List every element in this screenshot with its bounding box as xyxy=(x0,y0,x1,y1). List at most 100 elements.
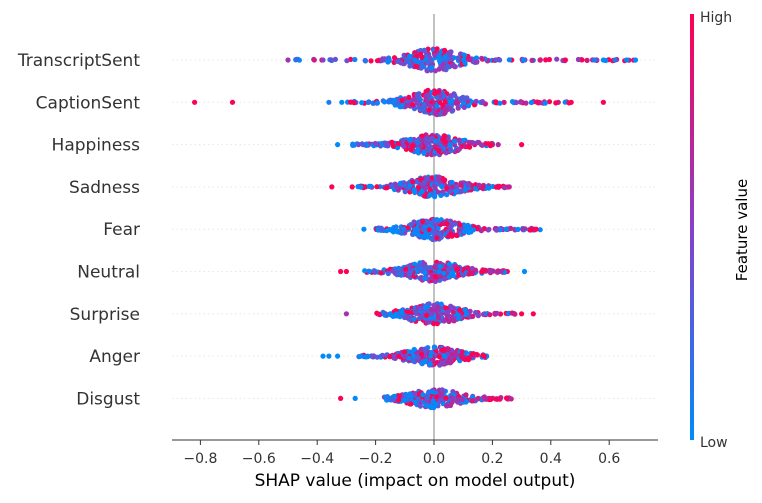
outlier-point xyxy=(600,57,607,63)
data-point xyxy=(450,309,456,315)
data-point xyxy=(443,395,449,401)
data-point xyxy=(389,139,395,145)
data-point xyxy=(422,275,428,282)
x-tick-label: −0.4 xyxy=(300,451,334,467)
data-point xyxy=(464,95,470,101)
data-point xyxy=(401,143,407,149)
data-point xyxy=(441,270,447,276)
data-point xyxy=(422,48,428,54)
data-point xyxy=(480,183,486,189)
data-point xyxy=(396,393,402,399)
x-tick-label: 0.0 xyxy=(423,451,445,467)
data-point xyxy=(575,56,582,63)
data-point xyxy=(432,344,438,350)
data-point xyxy=(401,180,407,186)
data-point xyxy=(452,64,458,70)
outlier-point xyxy=(495,142,501,148)
data-point xyxy=(449,399,455,405)
data-point xyxy=(359,100,365,106)
data-point xyxy=(434,112,440,118)
outlier-point xyxy=(326,99,332,105)
data-point xyxy=(478,228,484,234)
x-tick-label: 0.6 xyxy=(598,451,620,467)
data-point xyxy=(554,56,560,62)
data-point xyxy=(421,150,427,156)
data-point xyxy=(412,229,418,235)
data-point xyxy=(462,307,468,313)
data-point xyxy=(383,312,390,318)
data-point xyxy=(452,353,458,359)
data-point xyxy=(521,57,527,63)
data-point xyxy=(372,140,378,147)
data-point xyxy=(410,353,416,359)
data-point xyxy=(441,93,447,99)
data-point xyxy=(448,394,454,400)
outlier-point xyxy=(592,57,598,63)
data-point xyxy=(407,63,413,69)
data-point xyxy=(385,270,391,277)
data-point xyxy=(339,99,345,105)
data-point xyxy=(444,192,450,198)
data-point xyxy=(513,99,519,106)
data-point xyxy=(454,184,460,190)
feature-labels: TranscriptSent CaptionSent Happiness Sadnes… xyxy=(17,51,140,409)
data-point xyxy=(432,91,438,97)
data-point xyxy=(402,354,408,360)
data-point xyxy=(508,225,514,231)
data-point xyxy=(294,56,300,63)
data-point xyxy=(417,104,423,110)
data-point xyxy=(479,56,485,62)
data-point xyxy=(529,226,535,232)
data-point xyxy=(374,100,380,106)
data-point xyxy=(462,187,468,193)
data-point xyxy=(450,184,456,190)
data-point xyxy=(432,222,438,228)
data-point xyxy=(465,103,472,109)
data-point xyxy=(459,349,465,355)
colorbar-gradient xyxy=(690,14,694,440)
outlier-point xyxy=(343,311,349,317)
data-point xyxy=(467,140,473,146)
outlier-point xyxy=(562,57,569,63)
data-point xyxy=(402,397,408,403)
data-point xyxy=(404,58,410,65)
data-point xyxy=(490,268,496,274)
x-axis: −0.8 −0.6 −0.4 −0.2 0.0 0.2 0.4 0.6 xyxy=(172,439,658,467)
data-point xyxy=(441,61,447,67)
outlier-point xyxy=(361,226,367,232)
data-point xyxy=(403,266,409,272)
data-point xyxy=(450,273,457,279)
data-point xyxy=(476,182,482,188)
data-point xyxy=(529,57,535,64)
outlier-point xyxy=(352,395,358,401)
data-point xyxy=(486,226,492,232)
data-point xyxy=(446,233,452,239)
data-point xyxy=(368,58,374,64)
data-point xyxy=(423,304,429,310)
data-point xyxy=(497,100,503,106)
data-point xyxy=(425,234,431,240)
data-point xyxy=(452,93,458,99)
data-point xyxy=(390,268,396,274)
outlier-point xyxy=(320,57,326,63)
data-point xyxy=(487,396,494,402)
data-point xyxy=(465,182,471,188)
data-point xyxy=(460,272,466,278)
data-point xyxy=(475,395,481,401)
data-point xyxy=(452,221,458,227)
data-point xyxy=(419,62,425,68)
data-point xyxy=(446,267,452,273)
data-point xyxy=(414,137,420,144)
data-point xyxy=(445,346,451,352)
data-point xyxy=(391,55,398,61)
data-point xyxy=(501,99,507,105)
data-point xyxy=(411,346,417,353)
data-point xyxy=(427,265,433,271)
data-point xyxy=(428,404,434,411)
data-point xyxy=(466,271,472,277)
data-point xyxy=(506,57,512,63)
data-point xyxy=(523,100,529,106)
data-point xyxy=(455,105,461,111)
data-point xyxy=(440,102,446,108)
data-point xyxy=(408,401,414,407)
